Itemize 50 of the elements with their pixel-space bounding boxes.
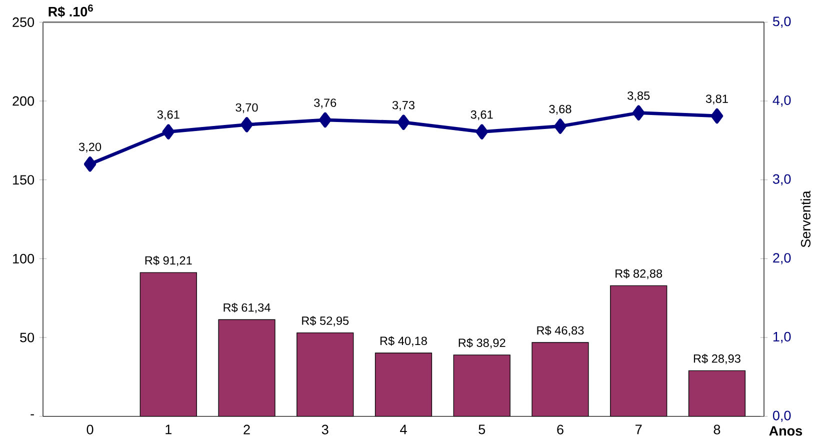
point [710,108,724,124]
point [397,114,410,130]
data-label: 3,81 [706,94,728,104]
point [319,112,332,128]
data-label: R$ 38,92 [458,338,506,348]
x-tick-label: 1 [166,424,172,434]
y-tick-label: 200 [12,96,34,106]
point [476,124,488,140]
x-tick-label: 8 [714,424,720,434]
x-tick-label: 5 [478,424,486,434]
y-tick-label: 100 [13,254,34,264]
data-label: 3,85 [628,91,650,102]
y2-tick-label: 3,0 [772,174,791,186]
y-axis-title: R$ .10$^{6}$ [48,4,93,18]
data-label: R$ 61,34 [224,302,270,314]
point [240,116,253,132]
data-label: 3,61 [157,110,180,120]
x-axis-title: Anos [769,426,802,436]
y-tick-label: 50 [20,332,34,342]
x-tick-label: 4 [400,424,407,434]
data-label: R$ 28,93 [694,354,740,364]
data-label: R$ 40,18 [380,336,427,346]
data-label: R$ 52,95 [302,316,349,326]
data-label: R$ 46,83 [537,326,584,336]
point [554,118,566,134]
data-label: R$ 82,88 [616,268,662,280]
data-label: 3,76 [314,98,336,108]
y-tick-label: 150 [13,174,34,185]
y-tick-label: - [30,414,34,416]
point [84,156,96,172]
x-tick-label: 2 [244,424,250,434]
x-tick-label: 7 [636,424,642,434]
data-label: 3,20 [78,142,102,152]
x-tick-label: 6 [557,424,564,434]
y2-tick-label: 2,0 [773,253,791,264]
data-label: 3,68 [549,104,572,115]
y2-tick-label: 4,0 [772,95,791,107]
data-label: 3,73 [392,100,414,111]
data-label: 3,61 [470,110,493,120]
y2-tick-label: 0,0 [772,410,791,422]
y-tick-label: 250 [12,17,34,27]
data-label: R$ 91,21 [145,256,192,266]
y2-tick-label: 1,0 [773,332,791,343]
point [162,124,175,140]
x-tick-label: 0 [86,424,94,434]
data-label: 3,70 [236,103,258,113]
point [632,105,645,120]
y2-tick-label: 5,0 [772,16,791,28]
x-tick-label: 3 [322,424,328,434]
y2-axis-title: Serventia [800,190,810,248]
